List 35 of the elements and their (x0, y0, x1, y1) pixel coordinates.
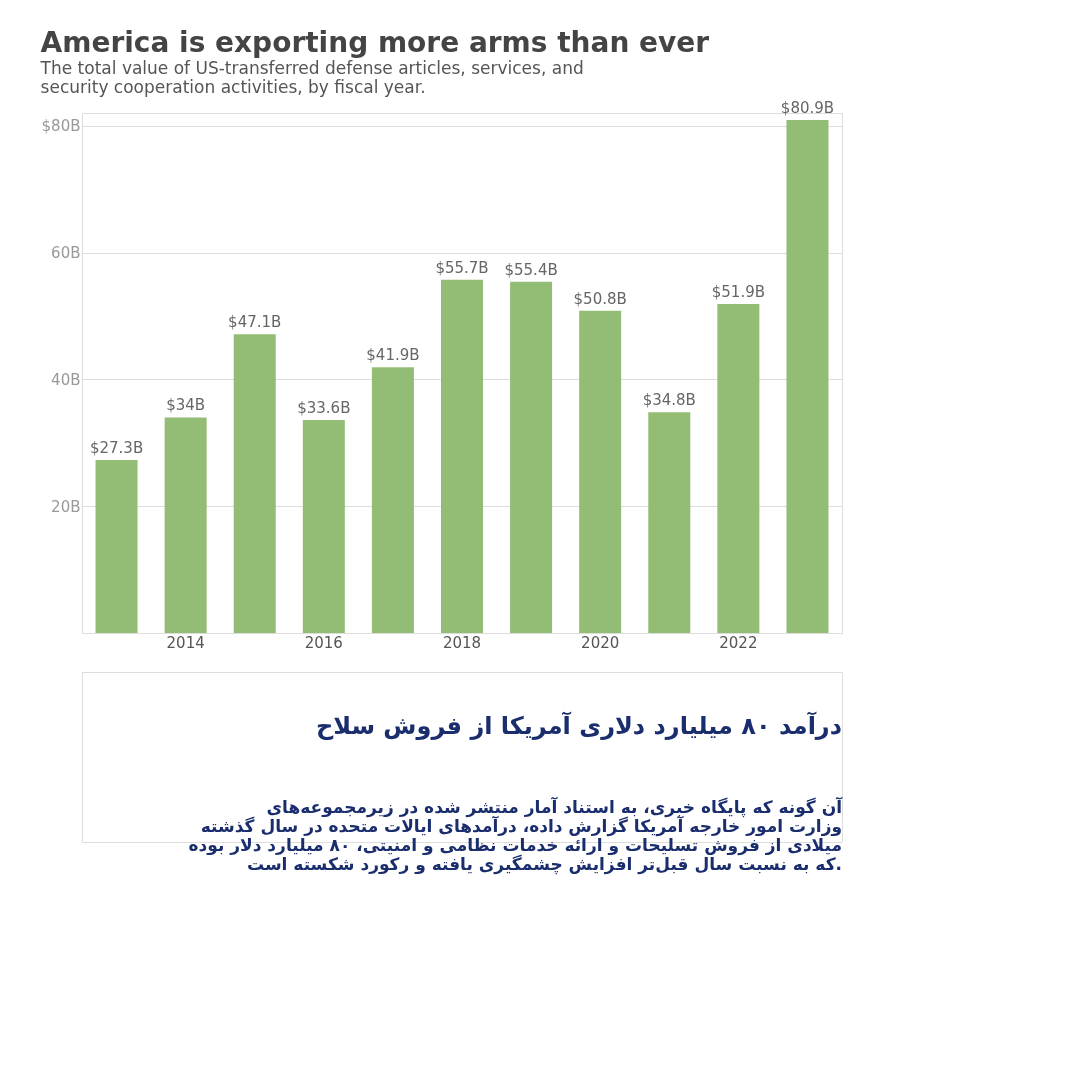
data-label: $27.3B (89, 438, 144, 457)
x-tick-label: 2014 (166, 633, 205, 652)
x-tick-label: 2018 (442, 633, 482, 652)
chart-subtitle: The total value of US-transferred defense articles, services, and security cooperation activities, by fiscal year. (39, 58, 584, 98)
bar (371, 367, 414, 633)
bar (579, 310, 622, 633)
data-label: $47.1B (228, 313, 282, 332)
data-label: $80.9B (780, 98, 835, 117)
bar (786, 119, 829, 633)
y-tick-label: 60B (51, 244, 81, 263)
bar (95, 459, 138, 633)
x-tick-label: 2016 (304, 633, 343, 652)
data-label: $55.4B (504, 260, 558, 279)
bar (510, 281, 553, 633)
data-label: $41.9B (366, 346, 420, 365)
x-tick-label: 2020 (581, 633, 620, 652)
chart-title: America is exporting more arms than ever (40, 26, 710, 60)
text: درآمد ۸۰ میلیارد دلاری آمریکا از فروش سلاح (315, 710, 842, 740)
bar (648, 412, 691, 633)
bar (164, 417, 207, 633)
y-tick-label: $80B (41, 117, 81, 136)
data-label: $51.9B (711, 282, 765, 301)
data-label: $50.8B (573, 289, 627, 308)
bar (302, 419, 345, 633)
data-label: $34.8B (642, 391, 696, 410)
bar (441, 279, 483, 633)
bar (233, 334, 276, 633)
text: آن گونه که پایگاه خبری، به استناد آمار منتشر شده در زیرمجموعه‌های وزارت امور خارجه آمریکا گزارش داده، درآمدهای ایالات متحده در سال گذشته میلادی از فروش تسلیحات و ارائه خدمات نظامی و امنیتی، ۸۰ میلیارد دلار بوده که به نسبت سال قبل‌تر افزایش چشمگیری یافته و رکورد شکسته است. (188, 795, 844, 875)
y-tick-label: 20B (51, 497, 81, 516)
x-tick-label: 2022 (719, 633, 758, 652)
y-tick-label: 40B (51, 370, 81, 389)
data-label: $55.7B (435, 258, 489, 277)
bar (717, 303, 760, 633)
data-label: $33.6B (297, 398, 351, 417)
data-label: $34B (166, 396, 206, 415)
